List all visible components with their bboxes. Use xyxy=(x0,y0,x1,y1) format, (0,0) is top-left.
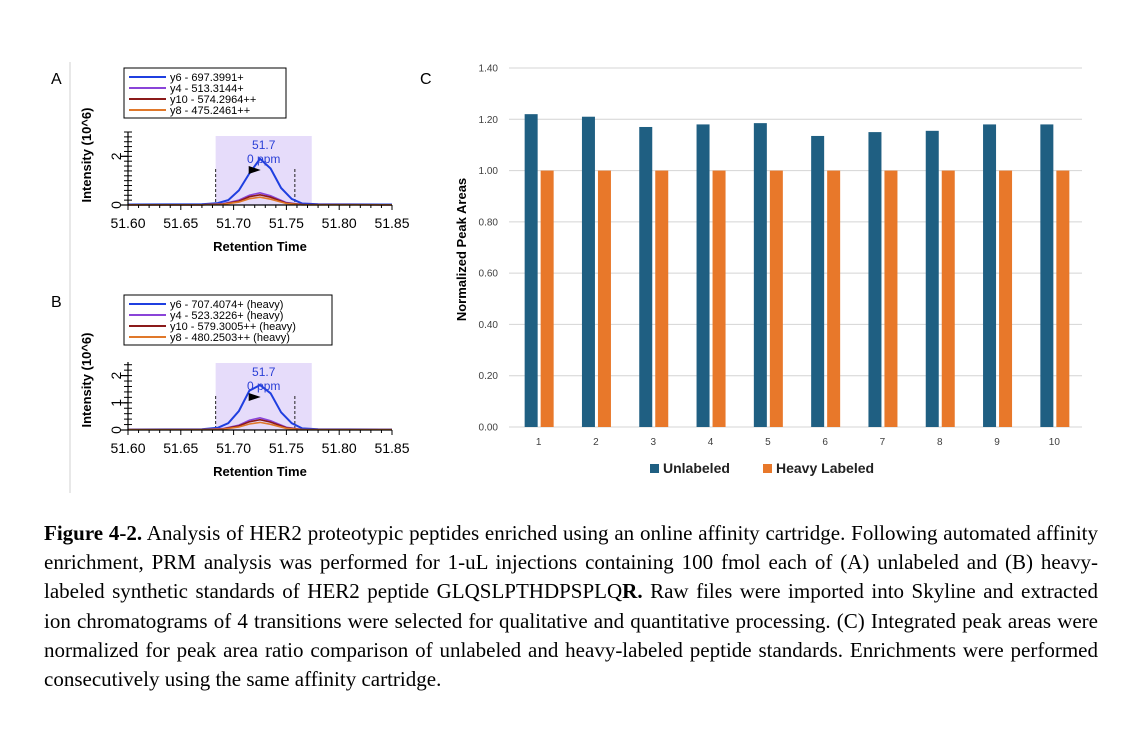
x-tick-label: 51.65 xyxy=(163,215,198,231)
x-tick-label: 9 xyxy=(994,437,1000,448)
caption-label: Figure 4-2. xyxy=(44,521,143,545)
bar-heavy-1 xyxy=(540,170,554,428)
y-tick-label: 0.00 xyxy=(479,423,499,434)
figure-caption: Figure 4-2. Analysis of HER2 proteotypic… xyxy=(44,519,1098,694)
bar-heavy-3 xyxy=(655,170,669,428)
chromatogram-panel-b: 51.60 51.65 51.70 51.75 51.80 51.85 0 1 2 Retenti… xyxy=(79,294,410,479)
bar-unlabeled-6 xyxy=(811,135,825,428)
y-tick-label: 1.20 xyxy=(479,115,499,126)
legend-label-2: Heavy Labeled xyxy=(776,460,874,476)
bar-heavy-2 xyxy=(597,170,611,428)
peak-ppm-label: 0 ppm xyxy=(247,152,280,166)
bar-heavy-5 xyxy=(769,170,783,428)
panel-b-letter: B xyxy=(51,294,62,311)
peak-rt-label: 51.7 xyxy=(252,138,276,152)
y-tick-label: 0.80 xyxy=(479,217,499,228)
series-line-1 xyxy=(127,157,393,206)
peak-ppm-label: 0 ppm xyxy=(247,379,280,393)
bar-unlabeled-7 xyxy=(868,132,882,427)
bar-unlabeled-5 xyxy=(753,123,767,427)
bar-unlabeled-4 xyxy=(696,124,710,428)
bar-heavy-7 xyxy=(884,170,898,428)
peak-marker-arrow xyxy=(248,166,261,174)
x-tick-label: 5 xyxy=(765,437,771,448)
y-tick-label: 2 xyxy=(108,152,124,160)
legend-label-1: y6 - 697.3991+ xyxy=(170,72,244,84)
bar-heavy-6 xyxy=(827,170,841,428)
x-tick-label: 10 xyxy=(1049,437,1061,448)
figure-canvas: A B C 51.60 51.65 51.70 51.75 51.80 51.8502Re… xyxy=(51,62,1082,493)
bar-heavy-8 xyxy=(941,170,955,428)
chromatogram-panel-a: 51.60 51.65 51.70 51.75 51.80 51.85 0 2 Retentio… xyxy=(79,67,410,254)
legend-swatch-2 xyxy=(763,464,772,473)
y-axis-title: Intensity (10^6) xyxy=(79,107,94,202)
x-tick-label: 7 xyxy=(880,437,886,448)
x-tick-label: 51.70 xyxy=(216,440,251,456)
bar-unlabeled-2 xyxy=(581,116,595,427)
peak-area-bar-chart: 0.00 0.20 0.40 0.60 0.80 1.00 1.20 1.40 1 2 3 4 5 6 7 8… xyxy=(454,64,1082,476)
legend-label-2: y4 - 523.3226+ (heavy) xyxy=(170,310,283,322)
y-tick-label: 1.00 xyxy=(479,166,499,177)
legend-label-4: y8 - 480.2503++ (heavy) xyxy=(170,332,290,344)
x-tick-label: 51.75 xyxy=(269,440,304,456)
x-tick-label: 3 xyxy=(650,437,656,448)
legend-label-3: y10 - 579.3005++ (heavy) xyxy=(170,321,296,333)
x-tick-label: 51.70 xyxy=(216,215,251,231)
x-tick-label: 51.60 xyxy=(110,215,145,231)
bar-unlabeled-3 xyxy=(639,126,653,427)
x-tick-label: 51.85 xyxy=(374,215,409,231)
bar-unlabeled-8 xyxy=(925,130,939,427)
x-tick-label: 4 xyxy=(708,437,714,448)
y-tick-label: 0 xyxy=(108,201,124,209)
bar-heavy-10 xyxy=(1056,170,1070,428)
y-tick-label: 0.60 xyxy=(479,269,499,280)
caption-text-part-2: Raw files were imported into Skyline and… xyxy=(44,579,1099,692)
x-axis-title: Retention Time xyxy=(213,464,307,479)
x-tick-label: 8 xyxy=(937,437,943,448)
caption-bold-residue: R. xyxy=(622,579,643,604)
series-line-1 xyxy=(127,383,393,431)
legend-label-1: y6 - 707.4074+ (heavy) xyxy=(170,299,283,311)
x-axis-title: Retention Time xyxy=(213,239,307,254)
panel-a-letter: A xyxy=(51,71,62,88)
y-axis-title: Normalized Peak Areas xyxy=(454,178,469,321)
x-tick-label: 1 xyxy=(536,437,542,448)
legend-label-3: y10 - 574.2964++ xyxy=(170,94,256,106)
x-tick-label: 2 xyxy=(593,437,599,448)
legend-label-1: Unlabeled xyxy=(663,460,730,476)
y-tick-label: 0.20 xyxy=(479,371,499,382)
legend-label-2: y4 - 513.3144+ xyxy=(170,83,244,95)
x-tick-label: 51.80 xyxy=(322,440,357,456)
bar-heavy-4 xyxy=(712,170,726,428)
y-axis-title: Intensity (10^6) xyxy=(79,332,94,427)
bar-unlabeled-1 xyxy=(524,114,538,428)
bar-heavy-9 xyxy=(999,170,1013,428)
x-tick-label: 51.60 xyxy=(110,440,145,456)
x-tick-label: 51.85 xyxy=(374,440,409,456)
x-tick-label: 6 xyxy=(822,437,828,448)
panel-c-letter: C xyxy=(420,71,432,88)
peak-marker-arrow xyxy=(248,393,261,401)
x-tick-label: 51.65 xyxy=(163,440,198,456)
legend-swatch-1 xyxy=(650,464,659,473)
bar-unlabeled-10 xyxy=(1040,124,1054,428)
bar-unlabeled-9 xyxy=(983,124,997,428)
y-tick-label: 0.40 xyxy=(479,320,499,331)
caption-text-part-1: Analysis of HER2 proteotypic peptides en… xyxy=(44,521,1098,604)
x-tick-label: 51.75 xyxy=(269,215,304,231)
y-tick-label: 0 xyxy=(108,426,124,434)
legend-label-4: y8 - 475.2461++ xyxy=(170,105,250,117)
y-tick-label: 2 xyxy=(108,371,124,379)
y-tick-label: 1 xyxy=(108,399,124,407)
x-tick-label: 51.80 xyxy=(322,215,357,231)
peak-rt-label: 51.7 xyxy=(252,365,276,379)
y-tick-label: 1.40 xyxy=(479,64,499,75)
